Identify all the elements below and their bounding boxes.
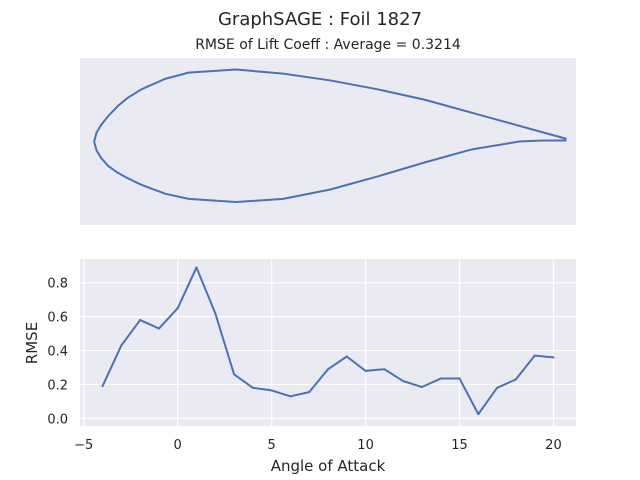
- rmse-data-point: [195, 266, 198, 269]
- rmse-data-point: [157, 327, 160, 330]
- x-tick-label: 15: [451, 438, 468, 453]
- rmse-data-point: [496, 386, 499, 389]
- x-tick-label: 10: [357, 438, 374, 453]
- rmse-data-points: [101, 266, 555, 416]
- y-tick-label: 0.0: [47, 412, 68, 427]
- rmse-data-point: [270, 389, 273, 392]
- figure-suptitle: GraphSAGE : Foil 1827: [218, 9, 422, 30]
- rmse-panel-background: [80, 259, 576, 426]
- rmse-data-point: [477, 413, 480, 416]
- rmse-data-point: [458, 377, 461, 380]
- airfoil-outline-line: [93, 68, 567, 204]
- rmse-data-point: [251, 386, 254, 389]
- rmse-data-point: [439, 377, 442, 380]
- rmse-data-point: [101, 385, 104, 388]
- rmse-data-point: [364, 369, 367, 372]
- rmse-data-point: [514, 378, 517, 381]
- y-axis-label: RMSE: [23, 322, 41, 364]
- rmse-data-point: [552, 356, 555, 359]
- rmse-data-point: [120, 344, 123, 347]
- rmse-data-point: [345, 355, 348, 358]
- airfoil-panel-background: [80, 58, 576, 225]
- rmse-grid: [80, 259, 576, 426]
- rmse-data-point: [308, 391, 311, 394]
- airfoil-panel-title: RMSE of Lift Coeff : Average = 0.3214: [195, 37, 461, 53]
- rmse-data-point: [214, 312, 217, 315]
- rmse-data-point: [176, 307, 179, 310]
- rmse-data-point: [402, 380, 405, 383]
- rmse-data-point: [383, 368, 386, 371]
- y-tick-label: 0.6: [47, 311, 68, 326]
- x-axis-label: Angle of Attack: [271, 457, 386, 475]
- rmse-data-point: [289, 395, 292, 398]
- y-tick-label: 0.2: [47, 378, 68, 393]
- rmse-data-point: [420, 386, 423, 389]
- y-tick-label: 0.8: [47, 277, 68, 292]
- x-tick-label: 0: [174, 438, 182, 453]
- rmse-data-point: [327, 368, 329, 371]
- y-tick-label: 0.4: [47, 345, 68, 360]
- rmse-data-point: [533, 354, 536, 357]
- rmse-data-point: [233, 373, 236, 376]
- x-tick-label: 20: [545, 438, 562, 453]
- airfoil-panel: RMSE of Lift Coeff : Average = 0.3214: [80, 37, 576, 225]
- x-tick-label: 5: [267, 438, 275, 453]
- x-tick-label: −5: [74, 438, 93, 453]
- rmse-panel: −5 0 5 10 15 20 0.0 0.2 0.4 0.6 0.8 Angle of Attac…: [23, 259, 576, 475]
- rmse-data-point: [139, 319, 142, 322]
- rmse-tick-labels: −5 0 5 10 15 20 0.0 0.2 0.4 0.6 0.8: [47, 277, 561, 453]
